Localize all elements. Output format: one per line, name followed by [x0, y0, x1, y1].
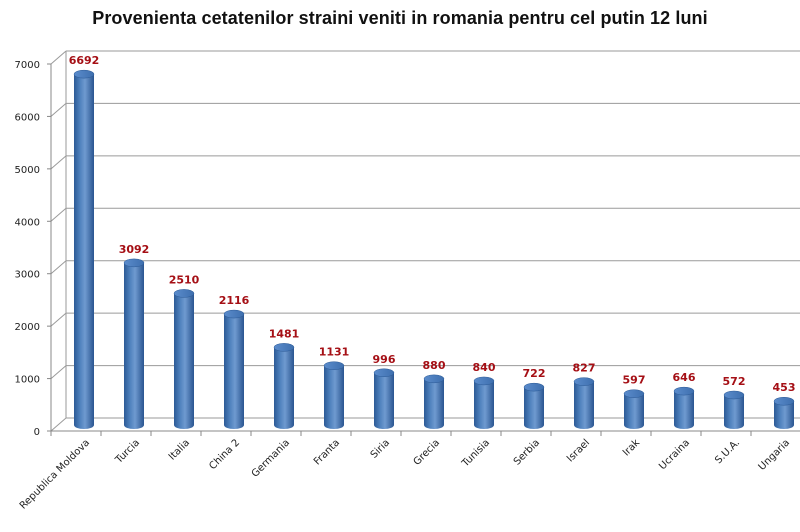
y-tick-label: 7000: [15, 60, 40, 71]
data-label: 646: [673, 371, 696, 384]
x-tick-label: Ucraina: [657, 437, 692, 472]
bar: [523, 382, 545, 429]
bar: [373, 368, 395, 429]
data-labels: 6692 3092 2510 2116 1481 1131 996 880 840 722 827 5…: [69, 54, 796, 394]
bar: [223, 309, 245, 429]
bars: [73, 69, 795, 429]
bar: [323, 361, 345, 429]
bar: [773, 396, 795, 429]
data-label: 1131: [319, 346, 350, 359]
chart-title: Provenienta cetatenilor straini veniti i…: [92, 8, 708, 28]
x-tick-label: Serbia: [512, 437, 542, 467]
y-tick-label: 3000: [15, 270, 40, 281]
data-label: 827: [573, 362, 596, 375]
y-tick-label: 5000: [15, 165, 40, 176]
data-label: 1481: [269, 327, 300, 340]
bar: [273, 343, 295, 429]
x-tick-label: Italia: [167, 437, 192, 462]
x-tick-label: Franta: [312, 437, 342, 467]
x-tick-label: Siria: [369, 437, 392, 460]
x-tick-label: Irak: [621, 437, 642, 458]
data-label: 722: [523, 367, 546, 380]
y-tick-label: 4000: [15, 217, 40, 228]
data-label: 996: [373, 353, 396, 366]
data-label: 6692: [69, 54, 100, 67]
bar: [623, 389, 645, 429]
data-label: 2510: [169, 273, 200, 286]
axes: [47, 63, 800, 436]
bar: [673, 386, 695, 429]
bar: [573, 377, 595, 429]
x-tick-label: Grecia: [412, 437, 443, 468]
data-label: 3092: [119, 243, 150, 256]
data-label: 2116: [219, 294, 250, 307]
x-tick-label: Germania: [250, 437, 292, 479]
data-label: 453: [773, 381, 796, 394]
x-tick-label: Tunisia: [459, 437, 492, 470]
gridlines: [50, 50, 800, 432]
y-tick-label: 6000: [15, 112, 40, 123]
bar: [723, 390, 745, 429]
x-tick-label: S.U.A.: [713, 437, 742, 466]
data-label: 880: [423, 359, 446, 372]
bar: [173, 289, 195, 429]
y-tick-label: 2000: [15, 322, 40, 333]
y-tick-label: 0: [34, 427, 40, 438]
x-tick-label: Turcia: [113, 437, 142, 466]
data-label: 572: [723, 375, 746, 388]
y-tick-label: 1000: [15, 375, 40, 386]
bar: [123, 258, 145, 429]
bar: [423, 374, 445, 429]
x-tick-label: Israel: [565, 437, 592, 464]
x-tick-label: China 2: [207, 437, 242, 472]
bar: [473, 376, 495, 429]
x-axis-ticks: Republica Moldova Turcia Italia China 2 Germ…: [18, 437, 792, 511]
x-tick-label: Republica Moldova: [18, 437, 92, 511]
y-axis-ticks: 0 1000 2000 3000 4000 5000 6000 7000: [15, 60, 40, 438]
data-label: 840: [473, 361, 496, 374]
bar: [73, 69, 95, 429]
x-tick-label: Ungaria: [757, 437, 792, 472]
data-label: 597: [623, 374, 646, 387]
